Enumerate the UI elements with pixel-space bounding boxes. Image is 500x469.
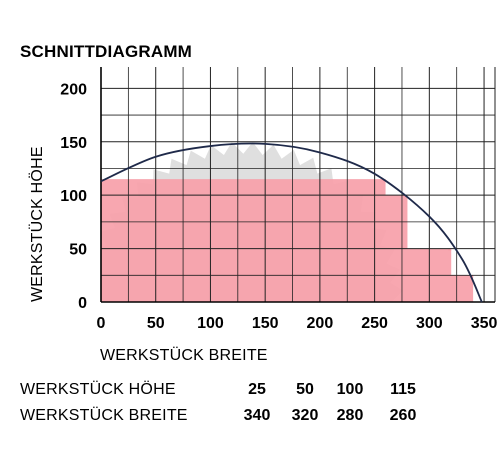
- x-tick-label: 150: [252, 315, 279, 332]
- x-tick-label: 300: [416, 315, 443, 332]
- y-axis-label: WERKSTÜCK HÖHE: [28, 146, 46, 302]
- spec-table: WERKSTÜCK HÖHE 25 50 100 115 WERKSTÜCK BREITE…: [20, 380, 416, 424]
- x-axis-label: WERKSTÜCK BREITE: [100, 346, 268, 364]
- x-tick-label: 350: [471, 315, 498, 332]
- table-cell-value: 260: [390, 407, 417, 424]
- x-tick-label: 50: [147, 315, 165, 332]
- table-cell-value: 50: [296, 381, 314, 398]
- x-axis-ticks: 0 50 100 150 200 250 300 350: [97, 315, 498, 332]
- table-row-label: WERKSTÜCK BREITE: [20, 406, 188, 424]
- table-row-label: WERKSTÜCK HÖHE: [20, 380, 176, 398]
- y-tick-label: 100: [60, 188, 87, 205]
- y-tick-label: 0: [78, 295, 87, 312]
- table-cell-value: 100: [337, 381, 364, 398]
- table-cell-value: 340: [244, 407, 271, 424]
- cut-envelope: [100, 142, 483, 303]
- cut-capacity-fill: [101, 179, 474, 302]
- x-tick-label: 250: [361, 315, 388, 332]
- chart-grid: [100, 67, 496, 303]
- table-cell-value: 115: [390, 381, 416, 398]
- x-tick-label: 100: [197, 315, 224, 332]
- cut-capacity-area: [101, 179, 474, 302]
- chart-title: SCHNITTDIAGRAMM: [20, 42, 192, 61]
- x-tick-label: 0: [97, 315, 106, 332]
- y-tick-label: 200: [60, 81, 87, 98]
- y-tick-label: 50: [69, 242, 87, 259]
- cut-envelope-curve: [100, 142, 483, 303]
- x-tick-label: 200: [307, 315, 334, 332]
- table-cell-value: 320: [292, 407, 319, 424]
- table-cell-value: 25: [248, 381, 266, 398]
- table-cell-value: 280: [337, 407, 364, 424]
- y-axis-ticks: 0 50 100 150 200: [60, 81, 87, 312]
- y-tick-label: 150: [60, 135, 87, 152]
- capacity-step-marker: [448, 248, 452, 251]
